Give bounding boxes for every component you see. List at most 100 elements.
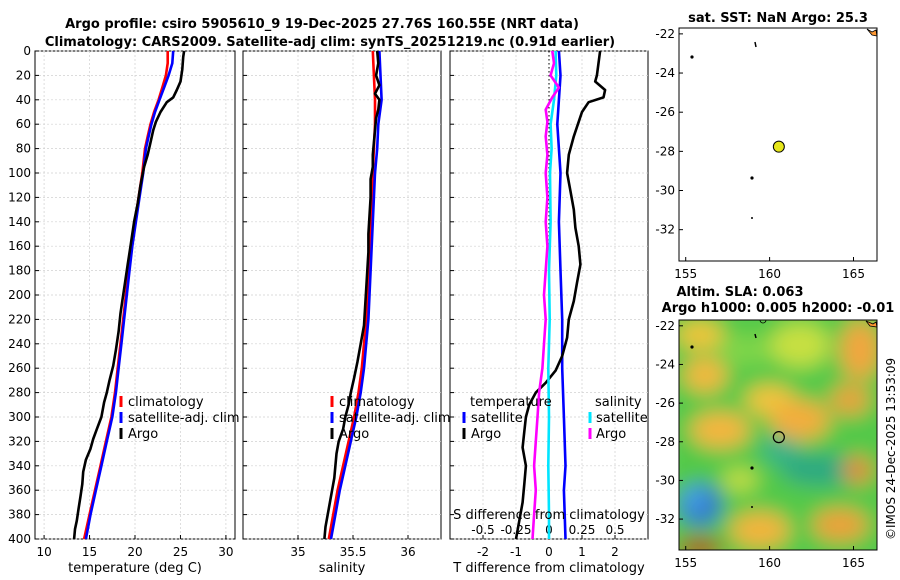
- y-tick-label: -22: [655, 319, 675, 333]
- y-tick-label: 80: [16, 142, 31, 156]
- island-dot: [754, 333, 757, 339]
- difference-chart: -2 -1 0 1 2-0.5 -0.25 0 0.25 0.5: [450, 50, 648, 559]
- legend-t-argo-label: Argo: [471, 427, 501, 442]
- y-tick-label: -24: [655, 66, 675, 80]
- y-tick-label: -28: [655, 435, 675, 449]
- y-tick-label: 0: [23, 44, 31, 58]
- x-tick-label: 15: [82, 545, 97, 559]
- y-tick-label: 240: [8, 337, 31, 351]
- y-tick-label: -30: [655, 184, 675, 198]
- x-tick-label: 165: [842, 267, 865, 281]
- island-dot: [750, 466, 754, 470]
- series-line-blue: [329, 50, 383, 540]
- x-top-tick-label: -0.5: [471, 523, 494, 537]
- y-tick-label: 100: [8, 166, 31, 180]
- x-tick-label: 10: [36, 545, 51, 559]
- x-tick-label: 0: [545, 545, 553, 559]
- x-tick-label: 30: [218, 545, 233, 559]
- y-tick-label: -32: [655, 223, 675, 237]
- legend-t-satellite-label: satellite: [471, 411, 523, 426]
- series-line-blue: [84, 50, 175, 540]
- series-line-magenta: [531, 50, 561, 540]
- y-tick-label: 200: [8, 288, 31, 302]
- y-tick-label: -26: [655, 105, 675, 119]
- sla-map-title-line2: Argo h1000: 0.005 h2000: -0.01: [662, 301, 895, 316]
- figure-title-line1: Argo profile: csiro 5905610_9 19-Dec-202…: [65, 17, 579, 32]
- difference-temperature-legend: temperature satellite Argo: [462, 395, 552, 442]
- series-line-black: [323, 50, 381, 540]
- x-tick-label: 155: [674, 267, 697, 281]
- argo-position-marker: [772, 140, 785, 153]
- difference-xlabel-top: S difference from climatology: [453, 508, 645, 523]
- y-tick-label: 380: [8, 508, 31, 522]
- coast-speck: [866, 28, 878, 37]
- x-tick-label: 35: [290, 545, 305, 559]
- y-tick-label: 160: [8, 239, 31, 253]
- y-tick-label: 360: [8, 483, 31, 497]
- x-tick-label: 160: [758, 267, 781, 281]
- y-tick-label: -30: [655, 473, 675, 487]
- y-tick-label: -24: [655, 357, 675, 371]
- x-tick-label: 1: [578, 545, 586, 559]
- figure-title-line2: Climatology: CARS2009. Satellite-adj cli…: [45, 35, 615, 50]
- x-top-tick-label: 0.5: [605, 523, 624, 537]
- y-tick-label: 260: [8, 361, 31, 375]
- x-top-tick-label: 0.25: [569, 523, 596, 537]
- legend-satellite-label: satellite-adj. clim: [339, 411, 451, 426]
- series-line-black: [72, 50, 186, 540]
- salinity-xlabel: salinity: [319, 561, 366, 576]
- copyright-label: ©IMOS 24-Dec-2025 13:53:09: [884, 358, 898, 540]
- series-line-black: [514, 50, 607, 540]
- sst-map-title: sat. SST: NaN Argo: 25.3: [688, 11, 868, 26]
- island-dot: [754, 41, 757, 48]
- difference-salinity-legend: salinity satellite Argo: [588, 395, 648, 442]
- legend-argo-label: Argo: [339, 427, 369, 442]
- island-dot: [751, 217, 753, 219]
- y-tick-label: -26: [655, 396, 675, 410]
- temperature-xlabel: temperature (deg C): [68, 561, 202, 576]
- legend-argo-label: Argo: [128, 427, 158, 442]
- difference-xlabel: T difference from climatology: [452, 561, 645, 576]
- x-top-tick-label: -0.25: [500, 523, 531, 537]
- x-tick-label: 160: [758, 556, 781, 570]
- legend-climatology-label: climatology: [128, 395, 204, 410]
- island-dot: [690, 345, 694, 349]
- sla-map: 155 160 165 -22 -24 -26 -28 -30 -32: [655, 319, 865, 570]
- y-tick-label: 60: [16, 117, 31, 131]
- island-dot: [690, 55, 694, 59]
- y-tick-label: 120: [8, 190, 31, 204]
- x-tick-label: 25: [173, 545, 188, 559]
- y-tick-label: -22: [655, 27, 675, 41]
- sla-heatmap: [679, 320, 877, 550]
- legend-temperature-title: temperature: [470, 395, 552, 410]
- temperature-chart: 0 20 40 60 80 100 120 140 160 180 200 220 240 260 280 3…: [8, 44, 235, 559]
- sla-map-frame: [678, 319, 878, 551]
- x-tick-label: 155: [674, 556, 697, 570]
- x-tick-label: -2: [477, 545, 489, 559]
- coast-speck: [865, 320, 878, 328]
- x-tick-label: 165: [842, 556, 865, 570]
- legend-satellite-label: satellite-adj. clim: [128, 411, 240, 426]
- salinity-chart: 35 35.5 36: [243, 50, 441, 559]
- x-tick-label: 36: [400, 545, 415, 559]
- legend-climatology-label: climatology: [339, 395, 415, 410]
- y-tick-label: 180: [8, 264, 31, 278]
- y-tick-label: 20: [16, 68, 31, 82]
- legend-s-argo-label: Argo: [596, 427, 626, 442]
- argo-position-marker: [772, 431, 785, 444]
- y-tick-label: 300: [8, 410, 31, 424]
- y-tick-label: 280: [8, 386, 31, 400]
- y-tick-label: 400: [8, 532, 31, 546]
- y-tick-label: 220: [8, 312, 31, 326]
- x-tick-label: -1: [510, 545, 522, 559]
- legend-salinity-title: salinity: [595, 395, 642, 410]
- y-tick-label: 320: [8, 434, 31, 448]
- y-tick-label: -32: [655, 512, 675, 526]
- series-line-blue: [555, 50, 567, 540]
- y-tick-label: -28: [655, 144, 675, 158]
- island-dot: [750, 176, 754, 180]
- island-dot: [759, 319, 767, 324]
- x-tick-label: 2: [611, 545, 619, 559]
- island-dot: [751, 506, 753, 508]
